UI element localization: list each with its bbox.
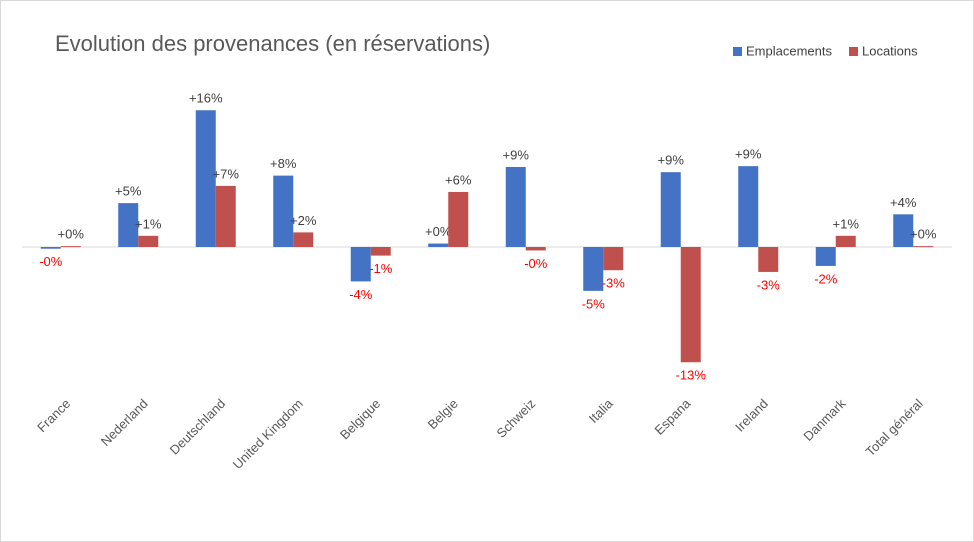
- bar: [118, 203, 139, 247]
- bar: [428, 243, 449, 247]
- data-label: +9%: [735, 147, 762, 162]
- data-label: +2%: [290, 213, 317, 228]
- chart-title: Evolution des provenances (en réservatio…: [55, 31, 490, 56]
- data-label: -4%: [349, 287, 373, 302]
- bar: [913, 246, 934, 248]
- data-label: +0%: [910, 227, 937, 242]
- bar: [525, 247, 546, 251]
- bar: [350, 247, 371, 282]
- data-label: -2%: [814, 271, 838, 286]
- bar: [583, 247, 604, 291]
- data-label: +1%: [833, 216, 860, 231]
- bar: [815, 247, 836, 266]
- bar: [195, 110, 216, 247]
- bar: [758, 247, 779, 272]
- data-label: -13%: [676, 368, 707, 383]
- data-label: +8%: [270, 156, 297, 171]
- data-label: +0%: [58, 227, 85, 242]
- data-label: +16%: [189, 91, 223, 106]
- data-label: +4%: [890, 195, 917, 210]
- bar: [738, 166, 759, 247]
- data-label: +0%: [425, 224, 452, 239]
- legend-label: Emplacements: [746, 43, 832, 58]
- bar: [893, 214, 914, 247]
- data-label: -0%: [524, 256, 548, 271]
- bar: [293, 232, 314, 247]
- bar: [215, 185, 236, 247]
- data-label: +1%: [135, 216, 162, 231]
- bar: [680, 247, 701, 363]
- bar: [660, 172, 681, 247]
- data-label: -0%: [39, 254, 63, 269]
- bar: [138, 235, 159, 247]
- bar: [370, 247, 391, 256]
- data-label: +7%: [213, 166, 240, 181]
- data-label: +5%: [115, 184, 142, 199]
- legend-label: Locations: [862, 43, 918, 58]
- data-label: -5%: [582, 296, 606, 311]
- bar: [60, 246, 81, 248]
- bar: [273, 175, 294, 247]
- data-label: -3%: [757, 277, 781, 292]
- data-label: +6%: [445, 172, 472, 187]
- bar: [448, 191, 469, 247]
- data-label: -3%: [602, 276, 626, 291]
- bar: [40, 247, 61, 249]
- legend-swatch: [848, 47, 858, 56]
- bar: [603, 247, 624, 271]
- data-label: +9%: [503, 147, 530, 162]
- data-label: +9%: [658, 153, 685, 168]
- bar: [505, 167, 526, 247]
- bar: [835, 235, 856, 247]
- legend-swatch: [733, 47, 742, 56]
- data-label: -1%: [369, 261, 393, 276]
